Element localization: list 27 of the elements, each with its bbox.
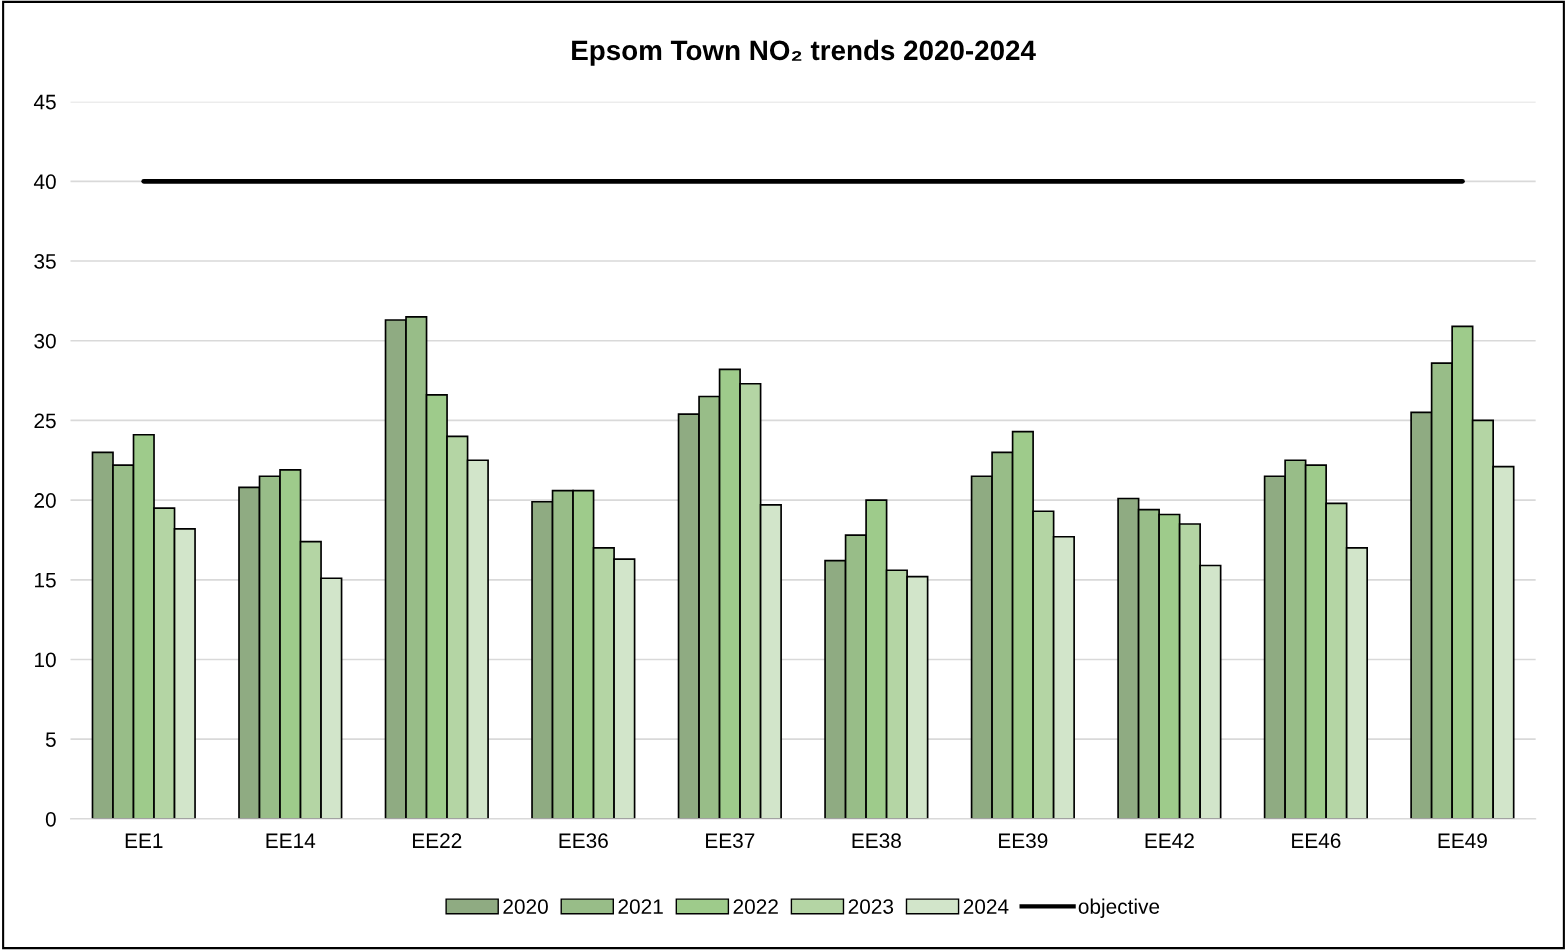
legend-label: 2024 (963, 899, 1009, 914)
y-tick-label: 10 (35, 652, 56, 668)
y-tick-label: 35 (34, 254, 56, 269)
y-tick-label: 25 (34, 413, 56, 429)
x-tick-label: EE36 (559, 833, 608, 849)
legend-label: 2021 (618, 899, 663, 914)
x-tick-label: EE49 (1438, 833, 1487, 849)
x-tick-label: EE14 (266, 833, 316, 848)
x-tick-label: EE42 (1145, 833, 1194, 848)
legend-label: 2023 (848, 899, 894, 914)
y-tick-label: 20 (34, 493, 56, 508)
y-tick-label: 15 (35, 573, 56, 588)
y-tick-label: 5 (45, 732, 56, 747)
y-tick-label: 0 (45, 811, 56, 827)
y-tick-label: 40 (33, 174, 56, 190)
x-tick-label: EE22 (413, 833, 462, 848)
x-tick-label: EE39 (999, 833, 1048, 849)
x-tick-label: EE37 (706, 833, 755, 849)
x-tick-label: EE46 (1292, 833, 1341, 849)
x-tick-label: EE38 (852, 833, 901, 849)
x-tick-label: EE1 (125, 833, 163, 848)
legend-label: objective (1078, 898, 1160, 919)
legend-label: 2020 (503, 899, 548, 914)
legend-label: 2022 (733, 899, 778, 914)
chart-title: Epsom Town NO₂ trends 2020-2024 (572, 39, 1036, 66)
y-tick-label: 30 (34, 333, 56, 349)
y-tick-label: 45 (33, 94, 56, 110)
